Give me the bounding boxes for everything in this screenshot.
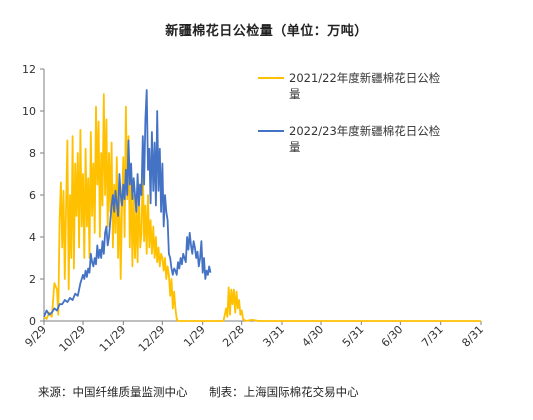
legend-label-cont: 量 xyxy=(289,87,301,101)
x-tick-label: 8/31 xyxy=(459,323,486,350)
x-tick-label: 3/31 xyxy=(260,323,287,350)
source-note: 来源：中国纤维质量监测中心 xyxy=(38,385,188,399)
y-tick-label: 10 xyxy=(22,105,36,118)
series-layer xyxy=(43,89,481,322)
legend-label: 2022/23年度新疆棉花日公检 xyxy=(289,124,441,138)
legend-label-cont: 量 xyxy=(289,140,301,154)
x-tick-label: 4/30 xyxy=(299,323,326,350)
y-tick-label: 6 xyxy=(29,189,36,202)
x-tick-label: 5/31 xyxy=(340,323,367,350)
chart-footer: 来源：中国纤维质量监测中心 制表：上海国际棉花交易中心 xyxy=(38,384,377,400)
x-tick-label: 12/29 xyxy=(136,323,168,355)
x-tick-label: 6/30 xyxy=(379,323,406,350)
y-tick-label: 0 xyxy=(29,315,36,328)
series-line-2022-23 xyxy=(43,89,212,318)
line-chart: 0 2 4 6 8 10 12 9/29 10/29 11/29 12/29 1/29 2/28 3/31… xyxy=(22,63,486,355)
y-tick-label: 8 xyxy=(29,147,36,160)
y-tick-label: 4 xyxy=(29,231,36,244)
x-tick-label: 2/28 xyxy=(220,323,247,350)
series-line-2021-22 xyxy=(43,93,481,322)
maker-note: 制表：上海国际棉花交易中心 xyxy=(209,385,359,399)
x-tick-label: 11/29 xyxy=(97,323,129,355)
y-tick-label: 2 xyxy=(29,273,36,286)
legend-label: 2021/22年度新疆棉花日公检 xyxy=(289,71,441,85)
x-tick-label: 9/29 xyxy=(22,323,49,350)
x-tick-label: 10/29 xyxy=(57,323,89,355)
chart-title: 新疆棉花日公检量（单位：万吨） xyxy=(165,24,368,39)
y-tick-label: 12 xyxy=(22,63,36,76)
x-tick-label: 7/31 xyxy=(419,323,446,350)
x-tick-label: 1/29 xyxy=(181,323,208,350)
